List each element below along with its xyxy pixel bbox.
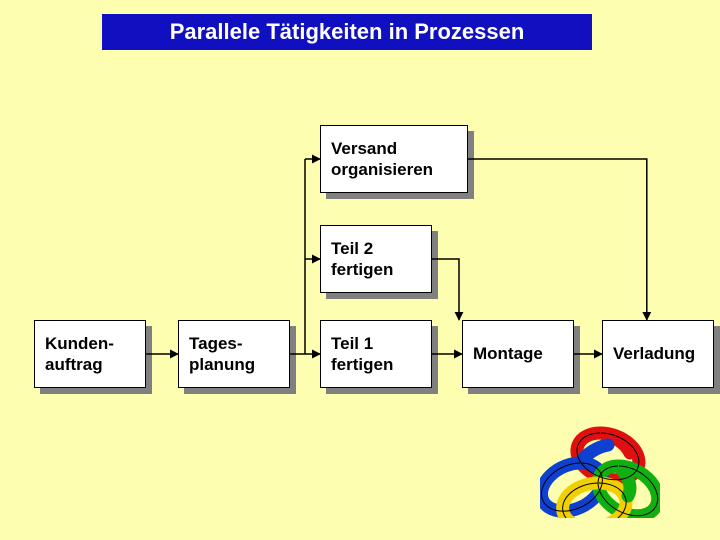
node-verladung: Verladung [602, 320, 714, 388]
node-kundenauftrag: Kunden-auftrag [34, 320, 146, 388]
node-teil1: Teil 1fertigen [320, 320, 432, 388]
node-tagesplanung: Tages-planung [178, 320, 290, 388]
node-label: Kunden-auftrag [45, 333, 114, 376]
node-teil2: Teil 2fertigen [320, 225, 432, 293]
node-montage: Montage [462, 320, 574, 388]
node-label: Verladung [613, 343, 695, 364]
rings-logo-icon [540, 418, 660, 518]
node-label: Versandorganisieren [331, 138, 433, 181]
node-versand: Versandorganisieren [320, 125, 468, 193]
node-label: Montage [473, 343, 543, 364]
node-label: Teil 1fertigen [331, 333, 393, 376]
node-label: Tages-planung [189, 333, 255, 376]
node-label: Teil 2fertigen [331, 238, 393, 281]
page-title: Parallele Tätigkeiten in Prozessen [102, 14, 592, 50]
